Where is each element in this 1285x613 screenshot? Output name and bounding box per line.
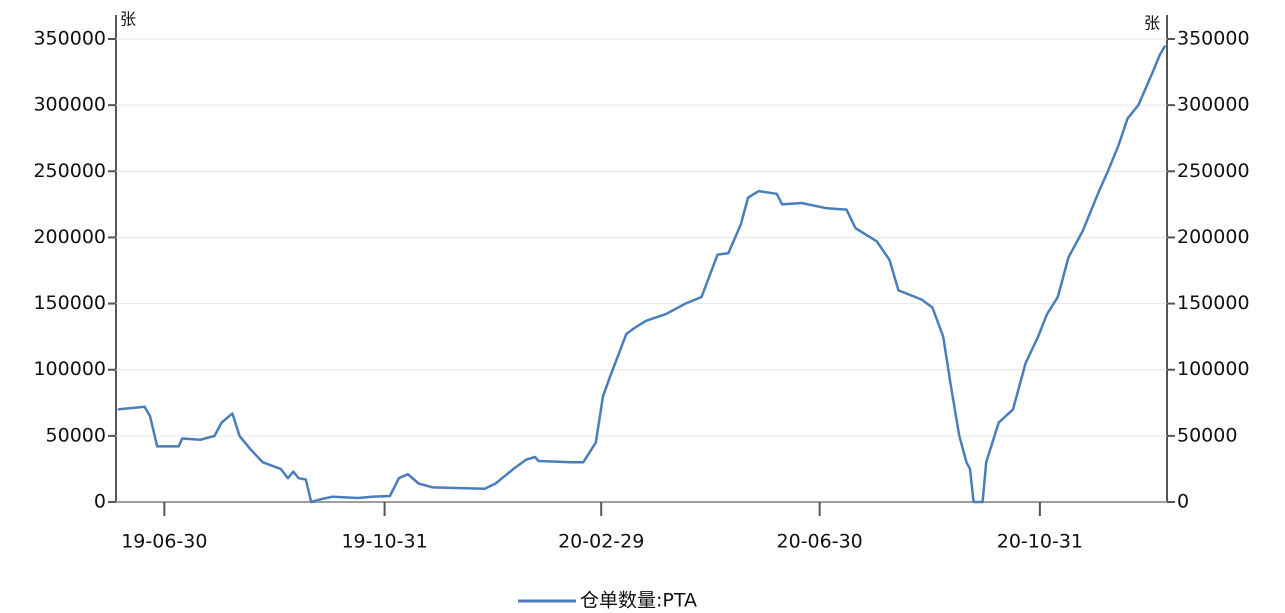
legend-label: 仓单数量:PTA — [580, 590, 697, 612]
x-tick-label: 20-06-30 — [777, 531, 863, 553]
y-tick-label: 50000 — [46, 424, 106, 446]
x-tick-label: 20-10-31 — [997, 531, 1083, 553]
y-tick-label: 0 — [94, 491, 106, 513]
y-tick-label: 350000 — [33, 28, 106, 50]
x-tick-label: 20-02-29 — [558, 531, 644, 553]
y-tick-label: 250000 — [33, 160, 106, 182]
x-tick-label: 19-06-30 — [121, 531, 207, 553]
y2-tick-label: 350000 — [1177, 28, 1250, 50]
x-tick-label: 19-10-31 — [341, 531, 427, 553]
y-tick-label: 150000 — [33, 292, 106, 314]
y-tick-label: 100000 — [33, 358, 106, 380]
y2-tick-label: 50000 — [1177, 424, 1237, 446]
y2-axis-unit: 张 — [1144, 14, 1160, 33]
y-axis-unit: 张 — [120, 10, 136, 29]
y-tick-label: 300000 — [33, 94, 106, 116]
y2-tick-label: 300000 — [1177, 94, 1250, 116]
y2-tick-label: 150000 — [1177, 292, 1250, 314]
y2-tick-label: 250000 — [1177, 160, 1250, 182]
y2-tick-label: 200000 — [1177, 226, 1250, 248]
y2-tick-label: 0 — [1177, 491, 1189, 513]
y2-tick-label: 100000 — [1177, 358, 1250, 380]
data-line — [117, 44, 1167, 504]
y-tick-label: 200000 — [33, 226, 106, 248]
